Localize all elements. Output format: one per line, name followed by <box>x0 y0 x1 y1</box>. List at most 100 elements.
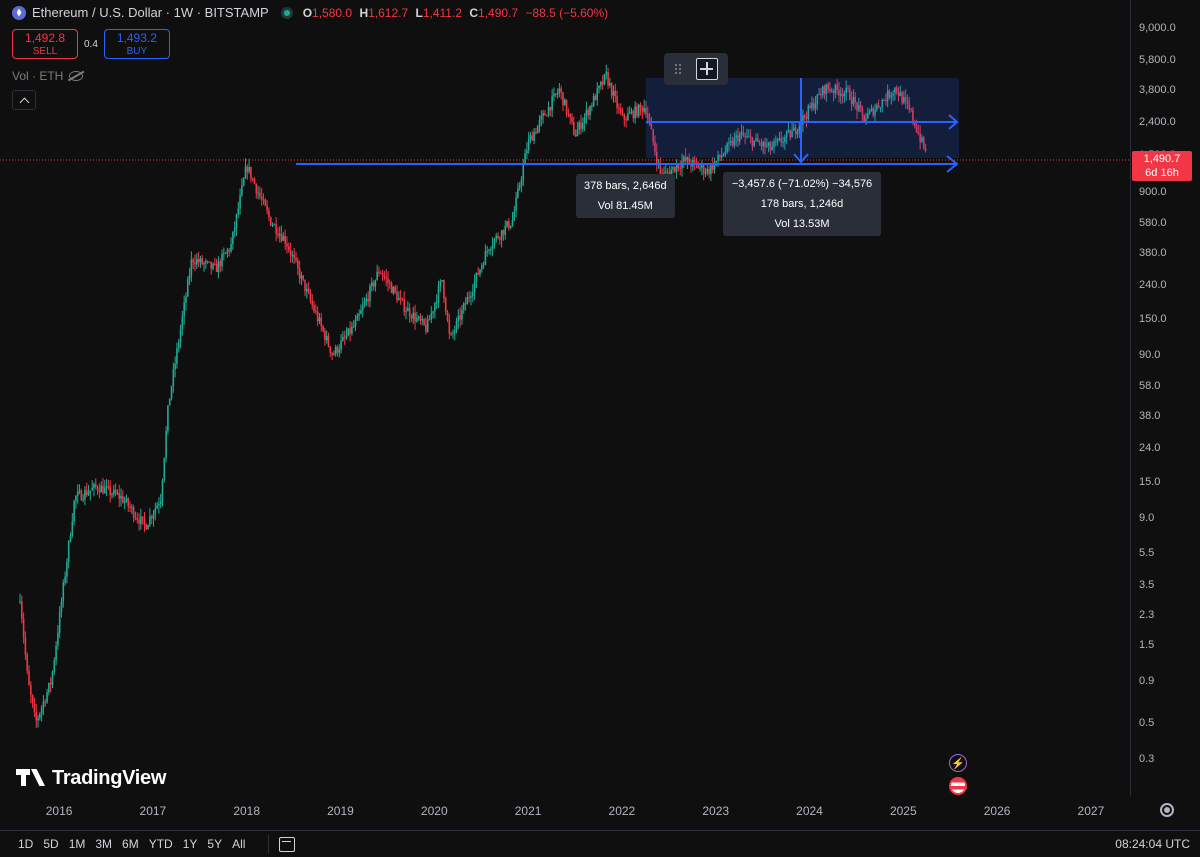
drawing-floating-toolbar[interactable] <box>664 53 728 85</box>
candle-body <box>250 166 252 179</box>
utc-clock[interactable]: 08:24:04 UTC <box>1115 837 1190 851</box>
lightning-icon[interactable]: ⚡ <box>949 754 967 772</box>
price-tick-label: 2.3 <box>1139 608 1155 621</box>
candle-body <box>621 113 624 115</box>
range-button-1d[interactable]: 1D <box>18 837 34 851</box>
candle-body <box>53 660 56 672</box>
price-tick-label: 900.0 <box>1139 185 1167 198</box>
candle-body <box>215 264 218 272</box>
range-button-6m[interactable]: 6M <box>122 837 139 851</box>
candle-body <box>695 161 698 165</box>
time-axis[interactable]: 2016 2017 2018 2019 2020 2021 2022 2023 2024 2025… <box>0 796 1130 826</box>
candle-body <box>724 151 727 155</box>
candle-body <box>659 163 662 175</box>
candle-body <box>138 519 140 524</box>
candle-body <box>674 166 676 172</box>
range-button-3m[interactable]: 3M <box>95 837 113 851</box>
bottom-toolbar: 1D 5D 1M 3M 6M YTD 1Y 5Y All 08:24:04 UTC <box>0 830 1200 857</box>
range-button-5y[interactable]: 5Y <box>207 837 223 851</box>
candle-body <box>360 310 362 314</box>
candle-body <box>508 221 510 229</box>
candle-body <box>571 117 573 123</box>
gear-icon[interactable] <box>1160 803 1174 817</box>
candle-body <box>856 102 858 111</box>
candle-body <box>75 495 77 501</box>
candle-body <box>755 138 757 141</box>
candle-body <box>60 601 63 612</box>
chart-pane[interactable]: Ethereum / U.S. Dollar · 1W · BITSTAMP O… <box>0 0 1130 796</box>
candle-body <box>179 329 182 343</box>
candle-body <box>901 92 903 104</box>
candle-body <box>544 113 546 116</box>
candle-body <box>821 86 824 96</box>
range-button-5d[interactable]: 5D <box>43 837 59 851</box>
candle-body <box>648 118 651 124</box>
drag-handle-icon[interactable] <box>674 63 682 75</box>
symbol-legend[interactable]: Ethereum / U.S. Dollar · 1W · BITSTAMP O… <box>12 5 612 20</box>
candle-body <box>365 298 368 303</box>
candle-body <box>450 333 452 335</box>
price-tick-label: 9,000.0 <box>1139 22 1176 35</box>
move-icon[interactable] <box>696 58 718 80</box>
candle-body <box>542 113 544 117</box>
ohlc-values: O1,580.0 H1,612.7 L1,411.2 C1,490.7 −88.… <box>302 5 609 20</box>
price-axis[interactable]: 9,000.05,800.03,800.02,400.01,500.0900.0… <box>1130 0 1200 796</box>
candle-body <box>85 490 88 495</box>
candle-body <box>517 188 519 198</box>
candle-body <box>506 221 508 227</box>
candle-body <box>484 251 487 265</box>
candle-body <box>585 109 588 117</box>
candle-body <box>172 369 175 387</box>
candle-body <box>684 156 687 161</box>
symbol-title[interactable]: Ethereum / U.S. Dollar · 1W · BITSTAMP <box>32 5 269 20</box>
ethereum-icon <box>12 5 26 20</box>
candle-body <box>102 485 104 494</box>
candle-body <box>44 701 47 703</box>
sell-price: 1,492.8 <box>24 31 66 45</box>
range-button-1y[interactable]: 1Y <box>182 837 198 851</box>
candle-body <box>116 493 119 495</box>
candle-body <box>502 230 505 235</box>
market-status-icon[interactable] <box>280 6 293 19</box>
candle-body <box>320 317 323 327</box>
candle-body <box>549 106 552 111</box>
candle-body <box>524 153 526 165</box>
buy-button[interactable]: 1,493.2 BUY <box>103 29 170 59</box>
candle-body <box>921 137 923 142</box>
candle-body <box>388 282 391 284</box>
range-button-all[interactable]: All <box>232 837 246 851</box>
candle-body <box>558 88 561 93</box>
range-button-1m[interactable]: 1M <box>68 837 86 851</box>
candle-body <box>297 260 299 268</box>
eye-off-icon[interactable] <box>69 71 84 81</box>
candle-body <box>466 297 469 305</box>
us-flag-icon[interactable] <box>949 777 967 795</box>
candle-body <box>865 118 867 123</box>
volume-legend[interactable]: Vol · ETH <box>12 69 84 83</box>
candle-body <box>480 265 483 270</box>
candle-body <box>664 171 667 173</box>
collapse-legend-button[interactable] <box>12 90 36 110</box>
tradingview-logo[interactable]: TradingView <box>16 766 166 790</box>
candle-body <box>832 91 835 94</box>
price-chart[interactable] <box>0 0 1130 796</box>
candle-body <box>863 114 866 123</box>
candle-body <box>376 271 378 280</box>
candle-body <box>623 114 626 120</box>
candle-body <box>93 484 95 488</box>
candle-body <box>919 133 921 142</box>
candle-body <box>192 259 194 263</box>
candle-body <box>854 97 857 103</box>
candle-body <box>370 282 373 287</box>
candle-body <box>540 116 543 121</box>
candle-body <box>331 352 333 355</box>
candle-body <box>529 135 532 139</box>
range-button-ytd[interactable]: YTD <box>148 837 173 851</box>
calendar-icon[interactable] <box>279 836 296 852</box>
sell-button[interactable]: 1,492.8 SELL <box>12 29 78 59</box>
candle-body <box>782 142 784 144</box>
candle-body <box>697 164 700 169</box>
candle-body <box>475 272 478 282</box>
candle-body <box>569 113 571 118</box>
candle-body <box>176 348 178 364</box>
